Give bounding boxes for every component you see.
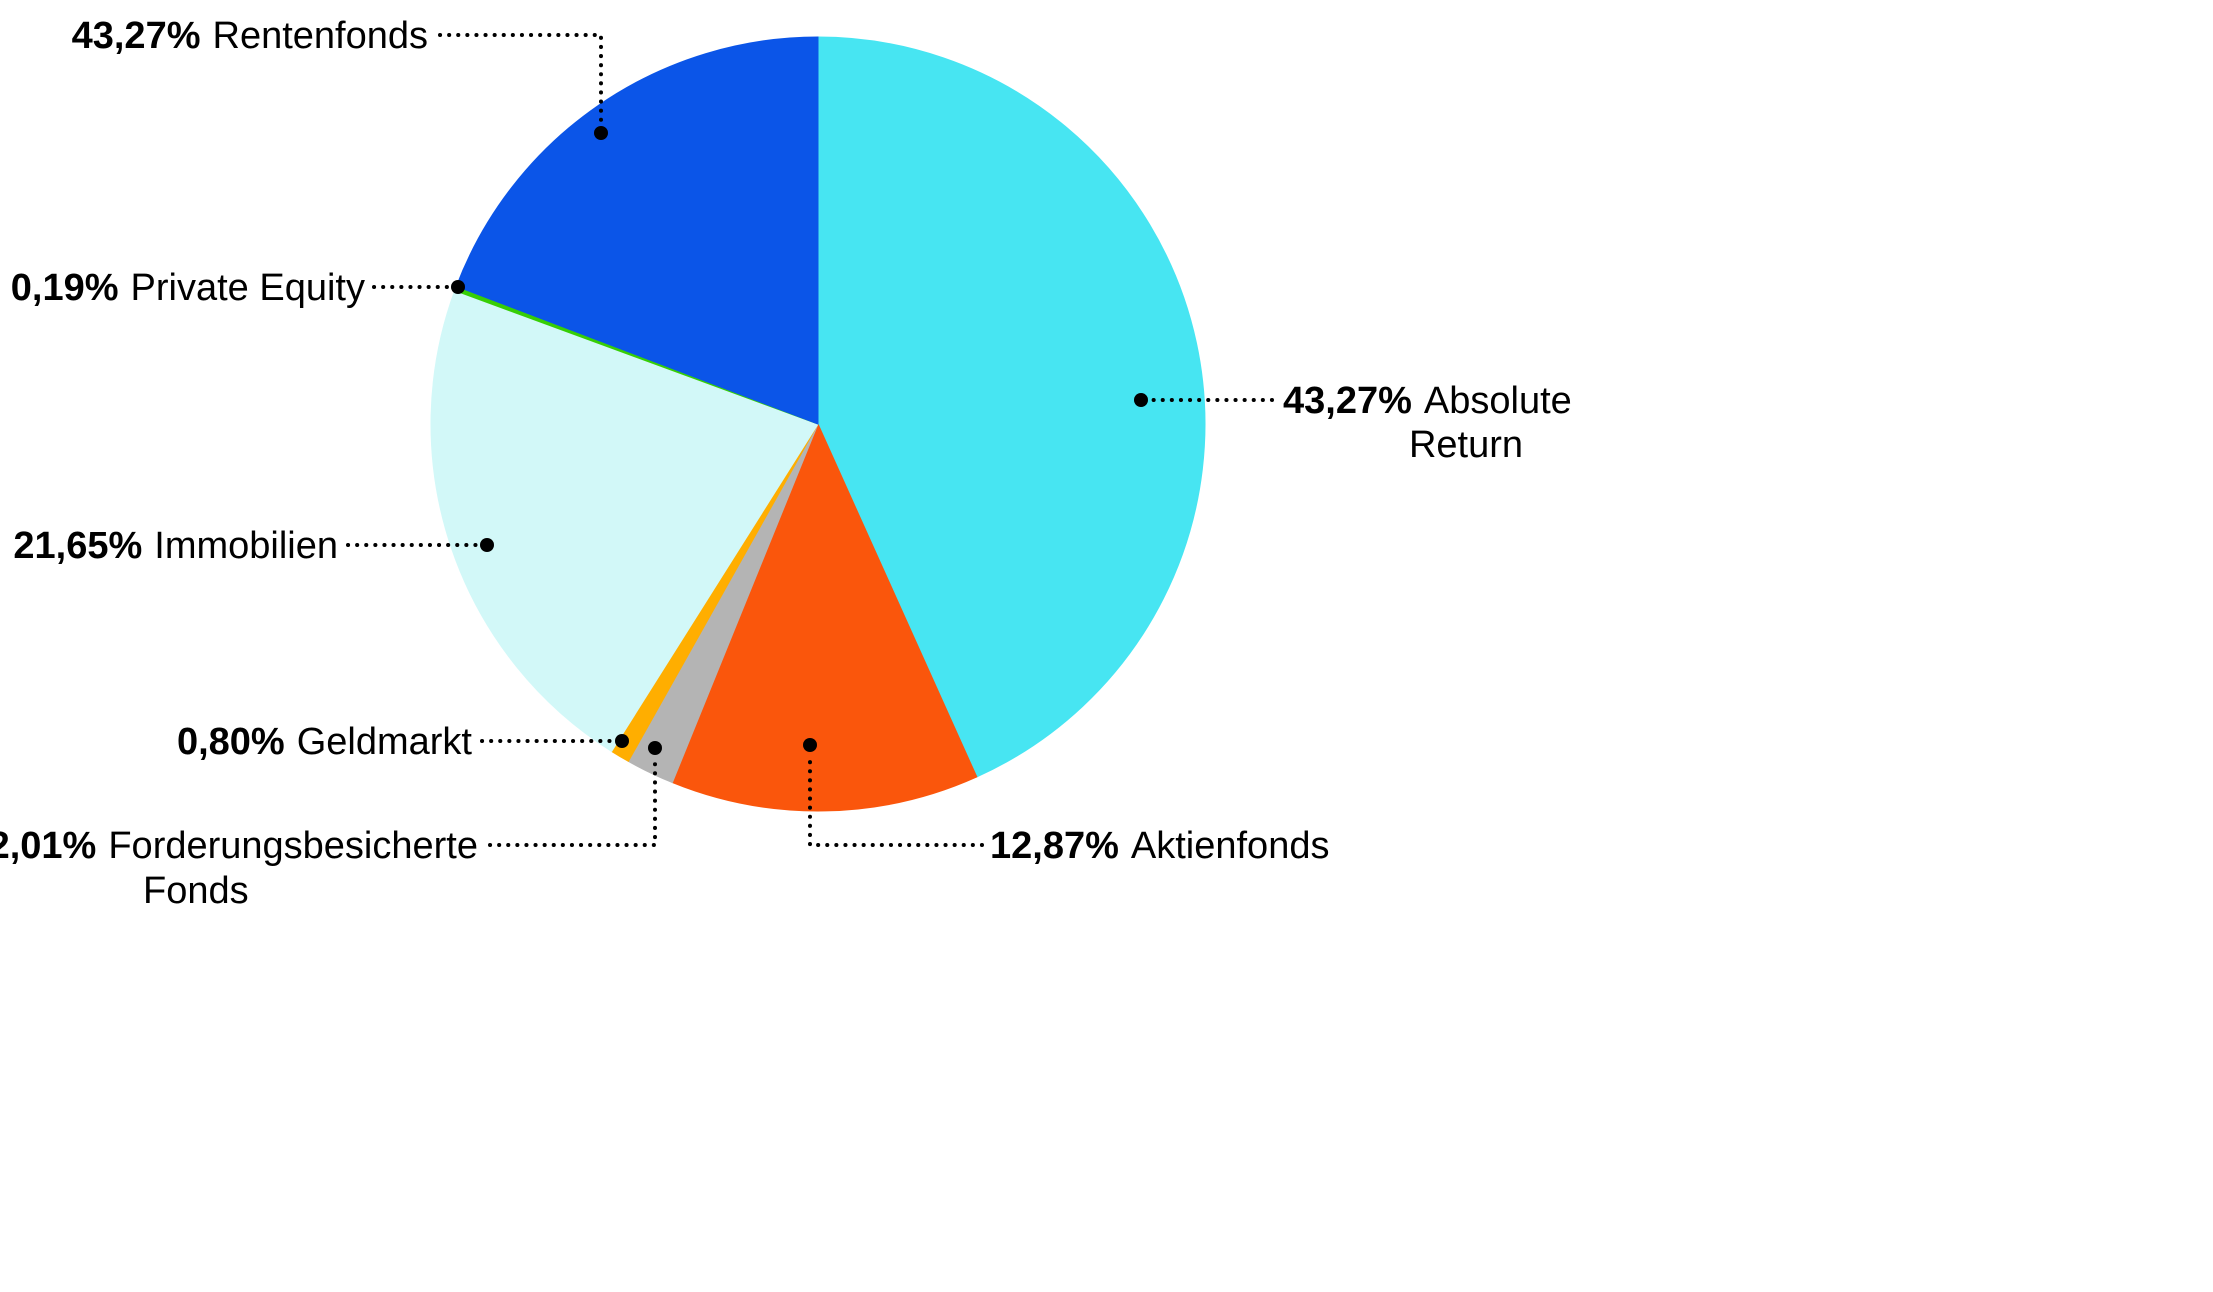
label-absolute-return-name-line2: Return [1409,424,1523,466]
label-absolute-return-name-line1: Absolute [1424,380,1572,422]
pie-slice-aktienfonds [671,422,978,812]
leader-dot-absolute-return [1134,393,1148,407]
leader-dot-private-equity [451,280,465,294]
label-geldmarkt-pct: 0,80% [177,721,285,763]
pie-slices [430,36,1206,812]
leader-dot-immobilien [480,538,494,552]
label-private-equity: 0,19% Private Equity [11,267,365,309]
label-rentenfonds-name: Rentenfonds [213,15,429,57]
label-absolute-return-line1: 43,27% Absolute [1283,380,1572,422]
label-forderung-name-line1: Forderungsbesicherte [108,825,478,867]
leader-forderung [488,755,657,847]
leader-aktienfonds [808,752,984,847]
label-private-equity-pct: 0,19% [11,267,119,309]
label-forderung-pct: 2,01% [0,825,96,867]
label-forderung-line1: 2,01% Forderungsbesicherte [0,825,478,867]
label-forderung-line2: Fonds [143,870,249,912]
leader-lines [346,33,1274,847]
label-immobilien: 21,65% Immobilien [13,525,338,567]
pie-slice-immobilien [430,289,819,753]
leader-dot-rentenfonds [594,126,608,140]
leader-rentenfonds [438,33,603,128]
label-private-equity-name: Private Equity [131,267,365,309]
label-aktienfonds: 12,87% Aktienfonds [990,825,1329,867]
label-aktienfonds-name: Aktienfonds [1131,825,1330,867]
label-absolute-return-line2: Return [1409,424,1523,466]
pie-slice-rentenfonds [455,36,819,425]
label-rentenfonds: 43,27% Rentenfonds [72,15,428,57]
slice-labels: 43,27% Rentenfonds 0,19% Private Equity 21… [0,15,1572,912]
label-forderung-name-line2: Fonds [143,870,249,912]
label-aktienfonds-pct: 12,87% [990,825,1119,867]
pie-slice-absolute-return [817,36,1206,778]
label-absolute-return-pct: 43,27% [1283,380,1412,422]
label-rentenfonds-pct: 43,27% [72,15,201,57]
leader-dot-forderung [648,741,662,755]
leader-dot-aktienfonds [803,738,817,752]
label-geldmarkt-name: Geldmarkt [297,721,473,763]
label-geldmarkt: 0,80% Geldmarkt [177,721,472,763]
label-immobilien-pct: 21,65% [13,525,142,567]
leader-dot-geldmarkt [615,734,629,748]
label-immobilien-name: Immobilien [154,525,338,567]
